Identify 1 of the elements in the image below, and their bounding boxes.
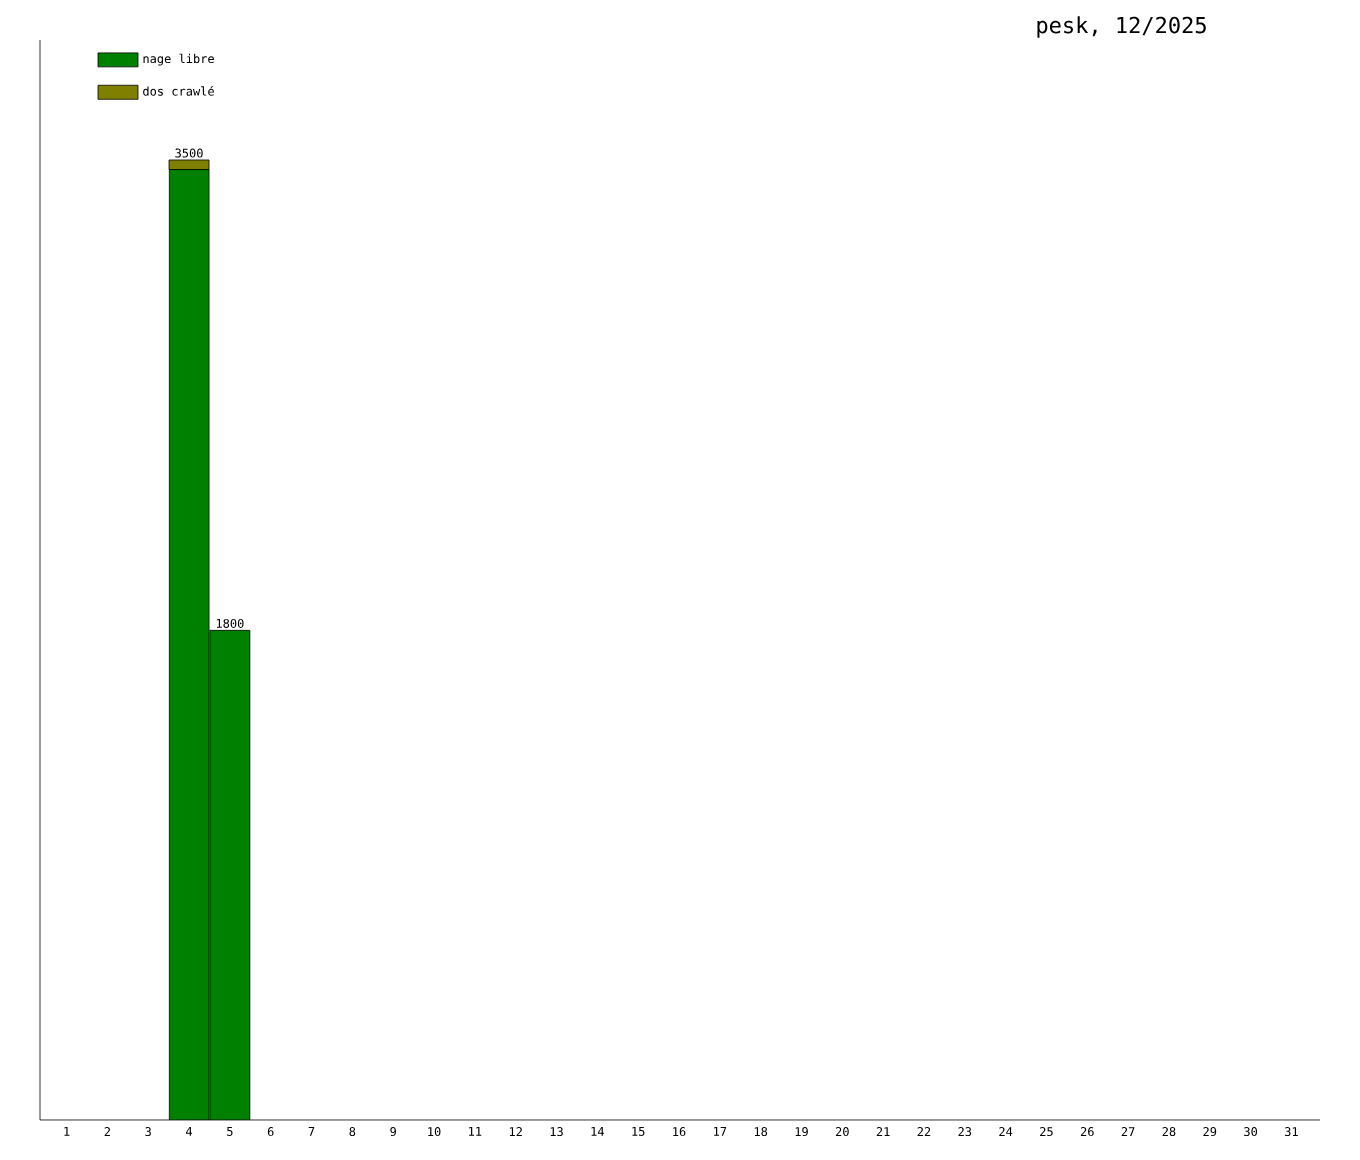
- chart-title: pesk, 12/2025: [1037, 16, 1206, 38]
